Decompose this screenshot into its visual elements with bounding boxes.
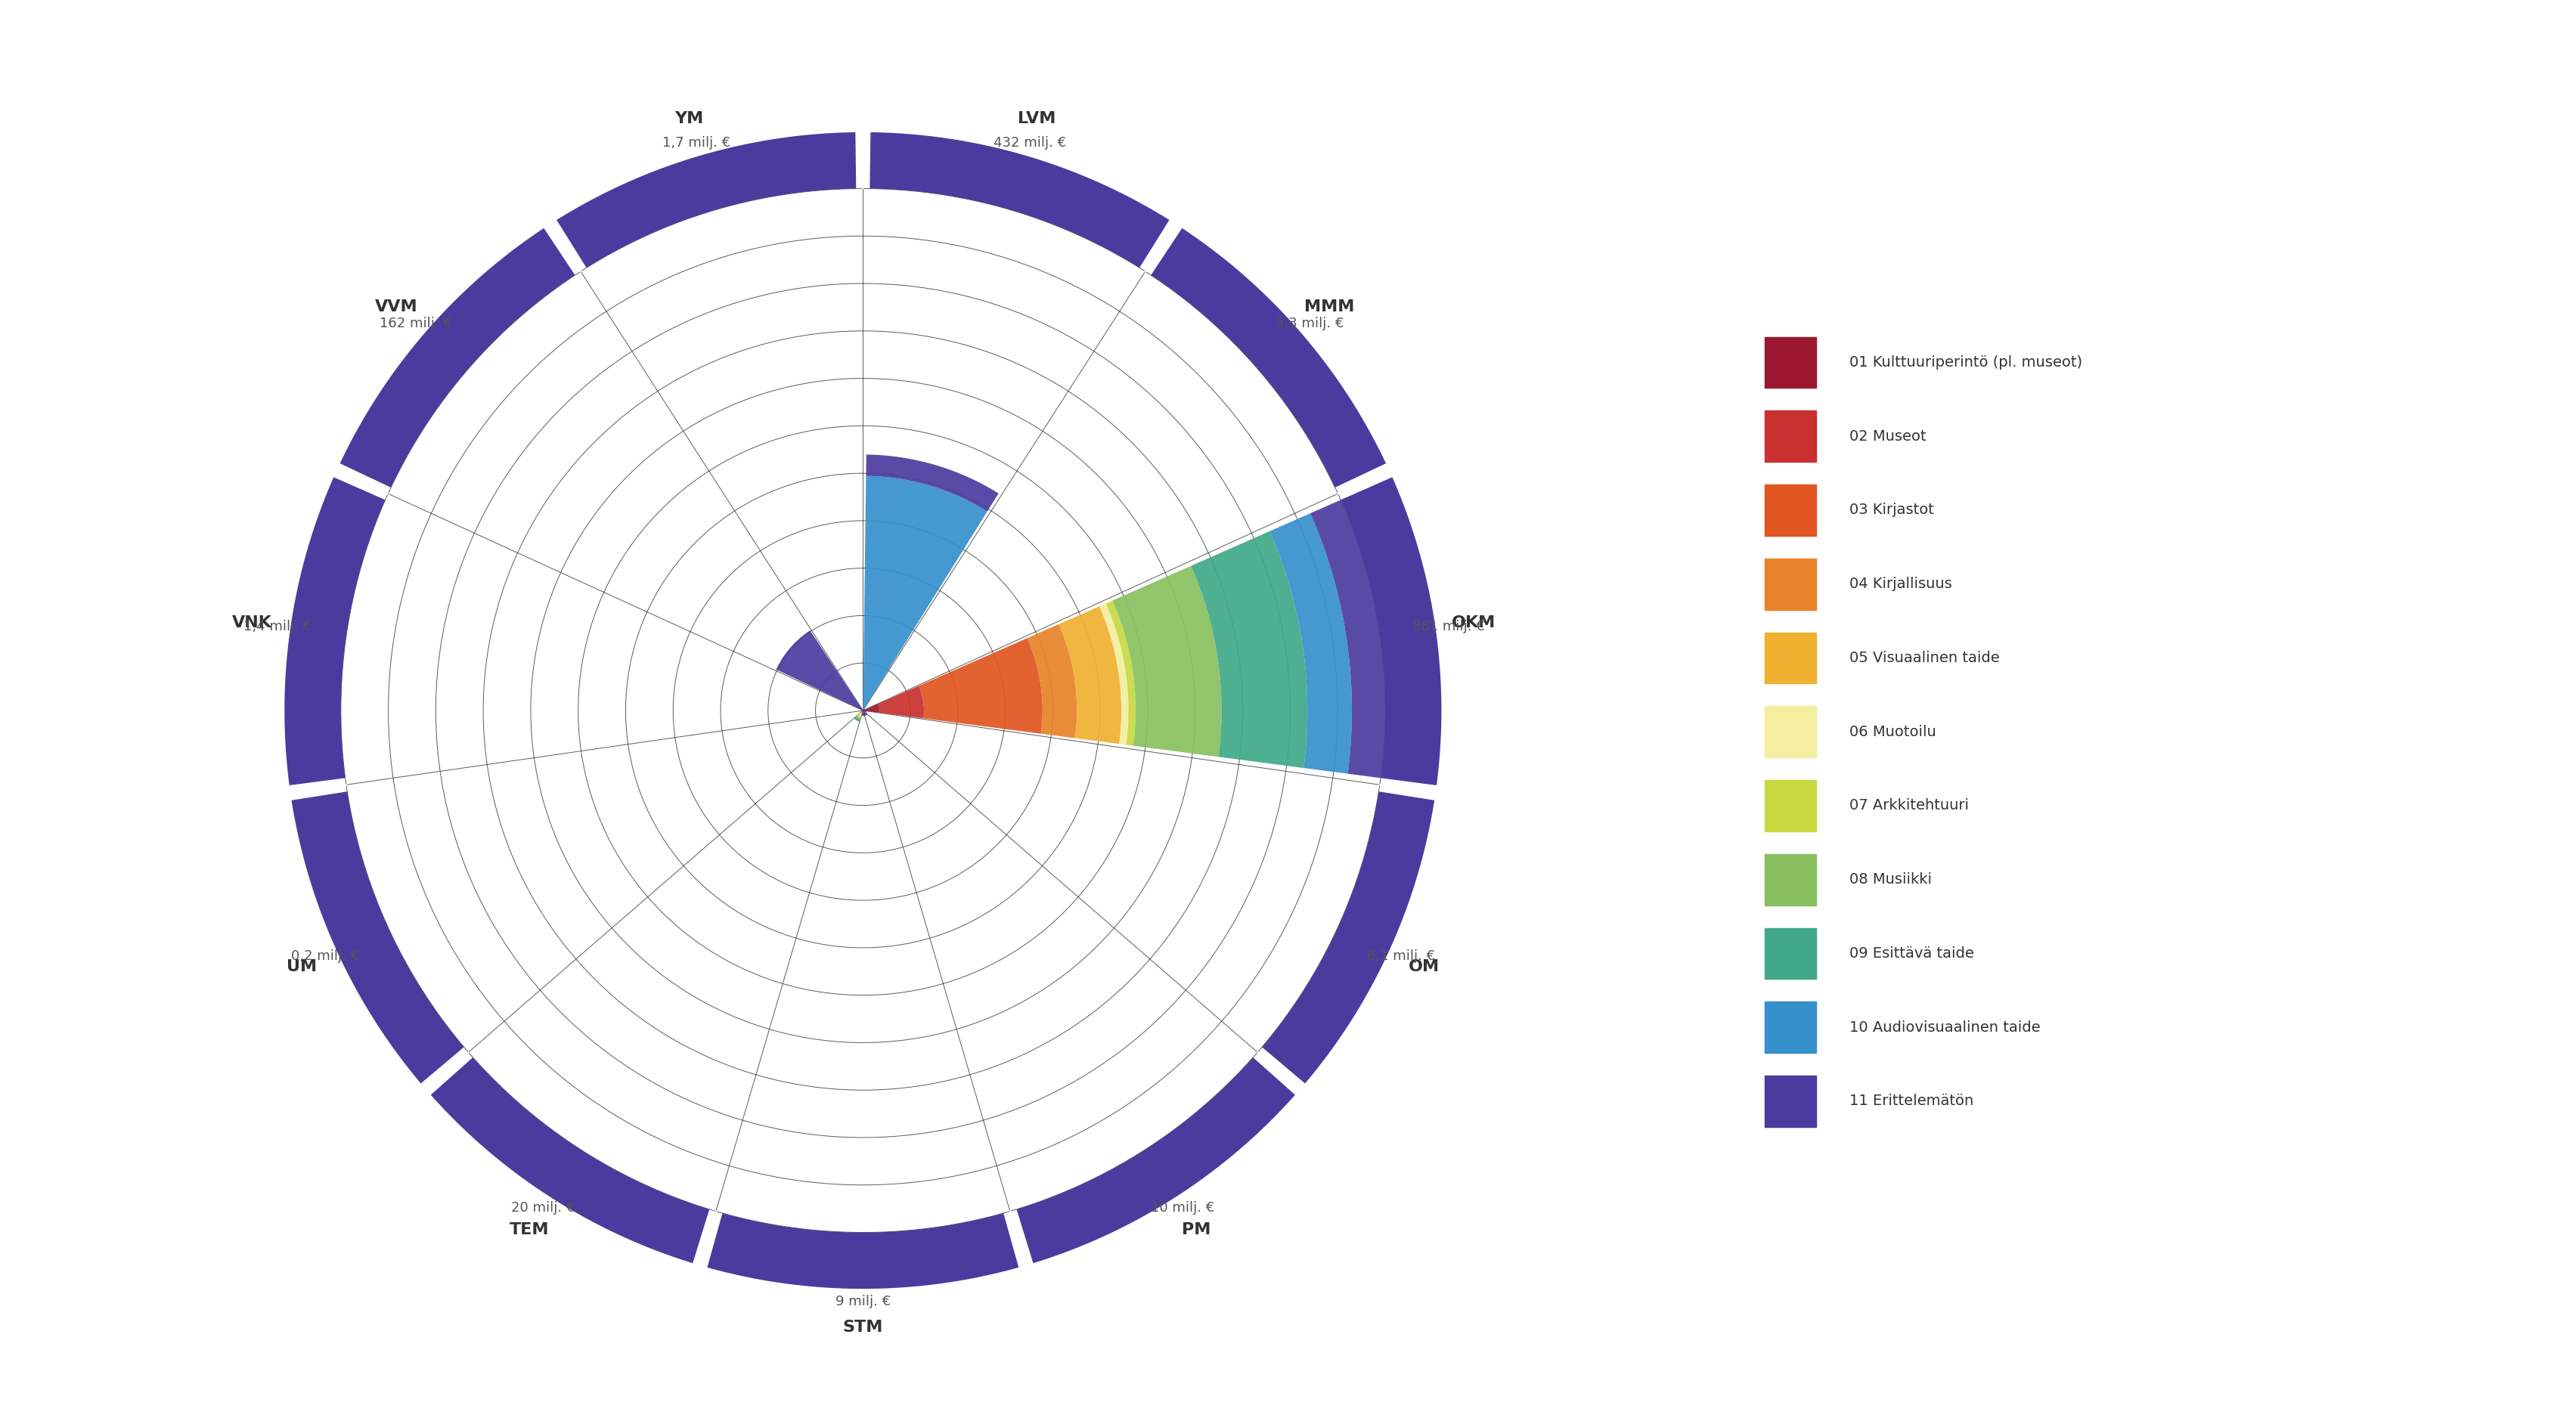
Text: 162 milj. €: 162 milj. € [379, 317, 453, 330]
Polygon shape [1028, 624, 1077, 737]
Polygon shape [860, 710, 866, 716]
Text: YM: YM [675, 111, 703, 126]
Polygon shape [556, 132, 855, 267]
Text: 10 Audiovisuaalinen taide: 10 Audiovisuaalinen taide [1850, 1020, 2040, 1034]
Text: 432 milj. €: 432 milj. € [994, 136, 1066, 151]
Polygon shape [1100, 604, 1128, 745]
Text: 10 milj. €: 10 milj. € [1151, 1201, 1216, 1215]
Polygon shape [855, 716, 860, 722]
Text: 1,4 milj. €: 1,4 milj. € [242, 620, 312, 634]
Text: UM: UM [286, 959, 317, 975]
Text: 1,7 milj. €: 1,7 milj. € [662, 136, 732, 151]
Polygon shape [1113, 566, 1221, 757]
Polygon shape [863, 710, 866, 713]
Text: 20 milj. €: 20 milj. € [510, 1201, 574, 1215]
Text: VNK: VNK [232, 615, 273, 631]
Text: STM: STM [842, 1320, 884, 1334]
Polygon shape [855, 715, 860, 719]
Polygon shape [1311, 500, 1386, 779]
Text: 07 Arkkitehtuuri: 07 Arkkitehtuuri [1850, 799, 1968, 813]
Text: 11 Erittelemätön: 11 Erittelemätön [1850, 1094, 1973, 1108]
Text: PM: PM [1182, 1222, 1211, 1236]
Polygon shape [866, 455, 999, 512]
Text: 3,3 milj. €: 3,3 milj. € [1275, 317, 1345, 330]
Polygon shape [871, 132, 1170, 267]
Text: 08 Musiikki: 08 Musiikki [1850, 872, 1932, 887]
Text: 0,2 milj. €: 0,2 milj. € [291, 949, 358, 963]
Text: LVM: LVM [1018, 111, 1056, 126]
Text: VVM: VVM [376, 298, 417, 314]
Text: MMM: MMM [1303, 298, 1355, 314]
Polygon shape [863, 710, 868, 716]
Polygon shape [708, 1214, 1018, 1289]
Text: 04 Kirjallisuus: 04 Kirjallisuus [1850, 577, 1953, 591]
Polygon shape [1340, 477, 1443, 786]
Text: 03 Kirjastot: 03 Kirjastot [1850, 503, 1935, 517]
Polygon shape [1151, 229, 1386, 487]
Polygon shape [920, 638, 1043, 733]
Text: OKM: OKM [1453, 615, 1497, 631]
Polygon shape [283, 477, 386, 786]
Text: 02 Museot: 02 Museot [1850, 429, 1927, 443]
Polygon shape [1270, 513, 1352, 773]
Polygon shape [775, 631, 863, 710]
Text: Yle 396 milj. €: Yle 396 milj. € [930, 318, 1023, 330]
Polygon shape [1262, 791, 1435, 1083]
Polygon shape [1018, 1057, 1296, 1263]
Polygon shape [863, 476, 987, 710]
Text: 09 Esittävä taide: 09 Esittävä taide [1850, 946, 1973, 961]
Polygon shape [1105, 601, 1136, 746]
Text: 881 milj. €: 881 milj. € [1412, 620, 1484, 634]
Polygon shape [340, 229, 574, 487]
Polygon shape [878, 686, 925, 719]
Polygon shape [1059, 607, 1121, 745]
Polygon shape [1190, 531, 1309, 767]
Polygon shape [863, 703, 878, 713]
Text: OM: OM [1409, 959, 1440, 975]
Text: 05 Visuaalinen taide: 05 Visuaalinen taide [1850, 651, 1999, 665]
Text: 01 Kulttuuriperintö (pl. museot): 01 Kulttuuriperintö (pl. museot) [1850, 355, 2081, 369]
Text: 9 milj. €: 9 milj. € [835, 1295, 891, 1309]
Text: 6,1 milj. €: 6,1 milj. € [1368, 949, 1435, 963]
Polygon shape [291, 791, 464, 1083]
Text: TEM: TEM [510, 1222, 549, 1236]
Polygon shape [430, 1057, 708, 1263]
Polygon shape [858, 713, 863, 716]
Text: 06 Muotoilu: 06 Muotoilu [1850, 725, 1937, 739]
